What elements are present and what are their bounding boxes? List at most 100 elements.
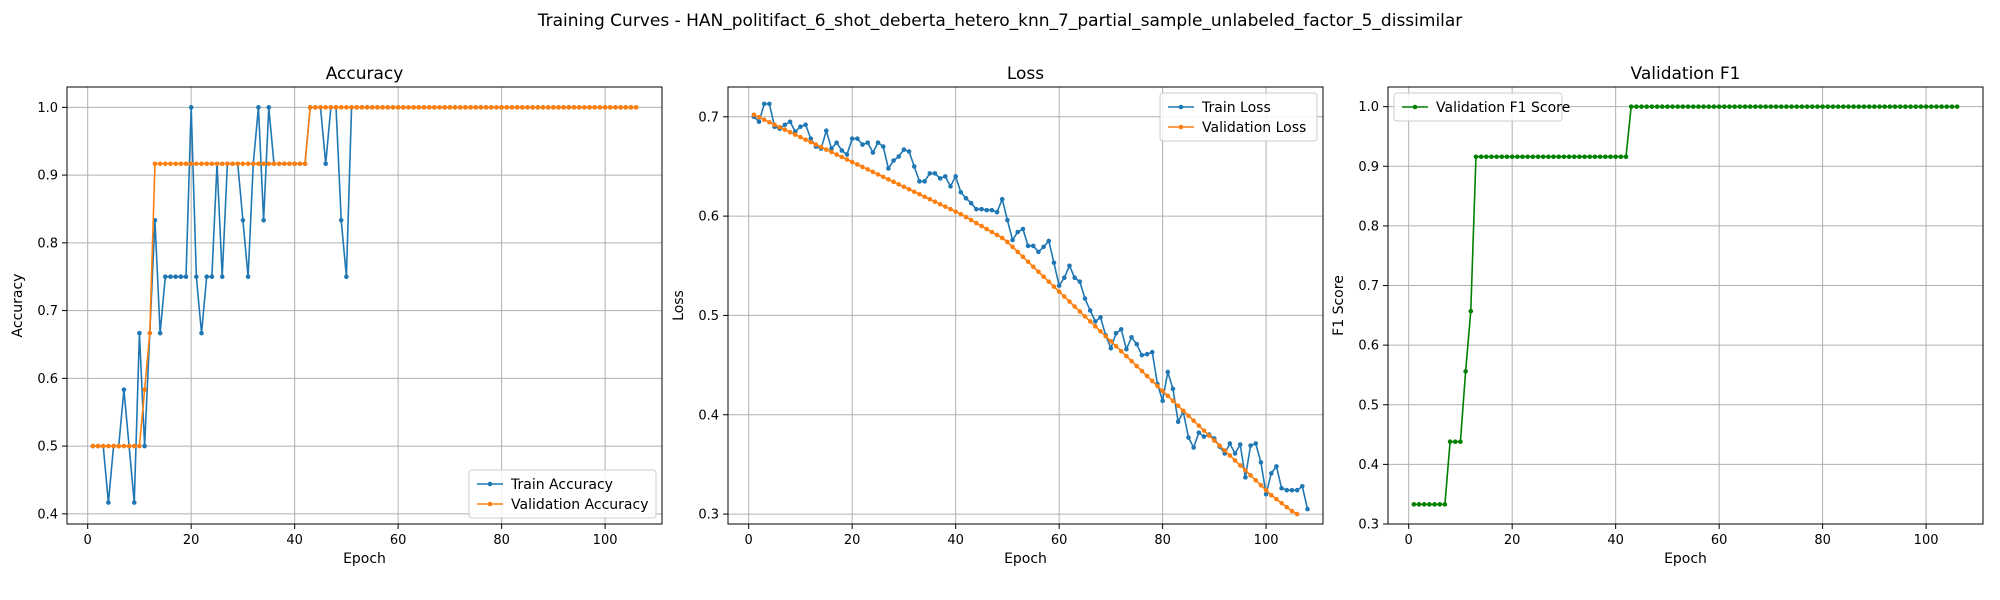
chart2-series-1-point [1010,237,1015,243]
chart1-series-2-point [163,161,168,167]
chart2-series-1-point [1077,279,1083,284]
chart1-series-2-point [142,387,147,392]
chart1-series-2-point [478,105,484,110]
chart2-series-1-point [922,179,927,184]
chart1-series-2-point [602,105,608,110]
chart3-series-1-point [1804,104,1810,109]
chart3-xtick-label: 0 [1405,533,1413,548]
chart1-series-2-point [152,161,158,167]
chart2-series-2-point [968,217,974,223]
chart2-series-2-point [1206,433,1212,438]
chart1-series-1-point [183,274,189,280]
chart1-series-2-point [607,105,613,110]
chart2-series-1-point [1263,491,1269,497]
chart3-series-1-point [1478,154,1484,160]
chart3-series-1-point [1525,154,1530,160]
chart2-series-1-point [1015,229,1021,235]
chart2-legend-marker-1 [1178,104,1184,110]
chart1-series-2-line [92,106,637,447]
chart3-series-1-point [1597,154,1603,160]
chart3-series-1-point [1520,154,1525,160]
chart2-series-1-point [968,200,974,206]
chart1-series-2-point [369,105,375,110]
chart2-series-1-point [839,148,845,153]
chart2-series-2-point [1160,388,1165,394]
chart1-series-2-point [292,161,297,167]
chart2-series-1-point [989,207,995,213]
chart3-series-1-point [1861,104,1867,109]
chart3-series-1-point [1908,104,1913,109]
chart3-series-1-point [1851,104,1856,109]
chart3-series-1-point [1737,104,1743,109]
chart3-series-1-point [1706,104,1712,109]
chart1-series-2-point [556,105,561,110]
chart2-legend-marker-2 [1178,124,1184,130]
chart1-series-2-point [463,105,468,110]
chart1-series-2-point [385,105,391,110]
chart2-series-1-point [1051,260,1057,266]
chart3-series-1-point [1784,104,1789,109]
chart1-series-2-point [126,443,132,449]
chart2-series-1-point [1170,386,1176,392]
chart3-series-1-point [1897,104,1903,109]
chart3-series-1-point [1458,439,1463,445]
chart3-series-1-point [1830,104,1836,109]
chart3-series-1-point [1452,439,1458,445]
chart1-series-2-point [111,443,116,449]
chart2-series-2-point [1201,428,1207,433]
chart2-series-2-point [1181,408,1186,414]
chart3-series-1-point [1623,154,1629,160]
chart1-series-2-point [168,161,173,167]
chart3-ytick-label: 0.9 [1358,160,1379,175]
chart2-series-2-point [943,204,948,209]
chart2-series-1-point [906,149,912,154]
chart2-series-1-point [1227,441,1233,446]
chart2-series-2-point [782,127,788,133]
chart3-series-1-point [1447,439,1453,445]
chart2-series-2-point [865,167,870,172]
chart2-series-1-point [1062,275,1067,280]
chart3-series-1-point [1535,154,1541,160]
chart1-series-2-point [623,105,629,110]
chart2-series-1-point [958,189,964,195]
chart2-series-1-point [1186,435,1191,440]
chart2-series-2-point [1175,403,1181,409]
chart3-ytick-label: 0.7 [1358,279,1379,294]
chart2-series-2-point [1196,423,1202,428]
chart3-series-1-point [1773,104,1779,109]
chart1-series-2-point [173,161,178,167]
chart2-series-1-point [1253,441,1259,446]
chart1-series-1-point [344,274,349,280]
chart1-series-2-point [582,105,587,110]
chart1-series-2-point [307,105,313,110]
chart2-series-2-point [948,206,953,212]
chart2-series-2-point [953,209,958,214]
chart1-series-2-point [219,161,225,167]
chart2-series-2-point [911,189,917,195]
chart1-series-2-point [530,105,535,110]
chart3-series-1-point [1763,104,1768,109]
chart3-ylabel: F1 Score [1331,275,1347,336]
chart3-series-1-point [1468,308,1474,314]
chart2-series-2-point [1212,438,1217,443]
chart2-series-1-point [1160,398,1165,404]
chart1-series-2-point [261,161,266,167]
chart2-series-2-point [963,214,969,220]
chart2-series-2-point [974,220,979,226]
chart1-series-2-point [447,105,453,110]
chart1-series-2-point [240,161,246,167]
chart3-series-1-point [1877,104,1882,109]
chart3-series-1-point [1484,154,1489,160]
chart2-legend-box [1159,92,1318,142]
chart2-series-2-point [906,187,912,192]
chart3-series-1-point [1716,104,1722,109]
chart1-series-2-point [488,105,494,110]
chart3-series-1-point [1825,104,1831,109]
chart2-series-2-point [1108,338,1114,344]
chart3-series-1-point [1670,104,1675,109]
chart2-series-1-point [1268,471,1274,476]
chart1-series-2-point [618,105,623,110]
chart1-series-2-point [364,105,370,110]
chart1-series-2-point [525,105,530,110]
chart3-series-1-point [1634,104,1639,109]
